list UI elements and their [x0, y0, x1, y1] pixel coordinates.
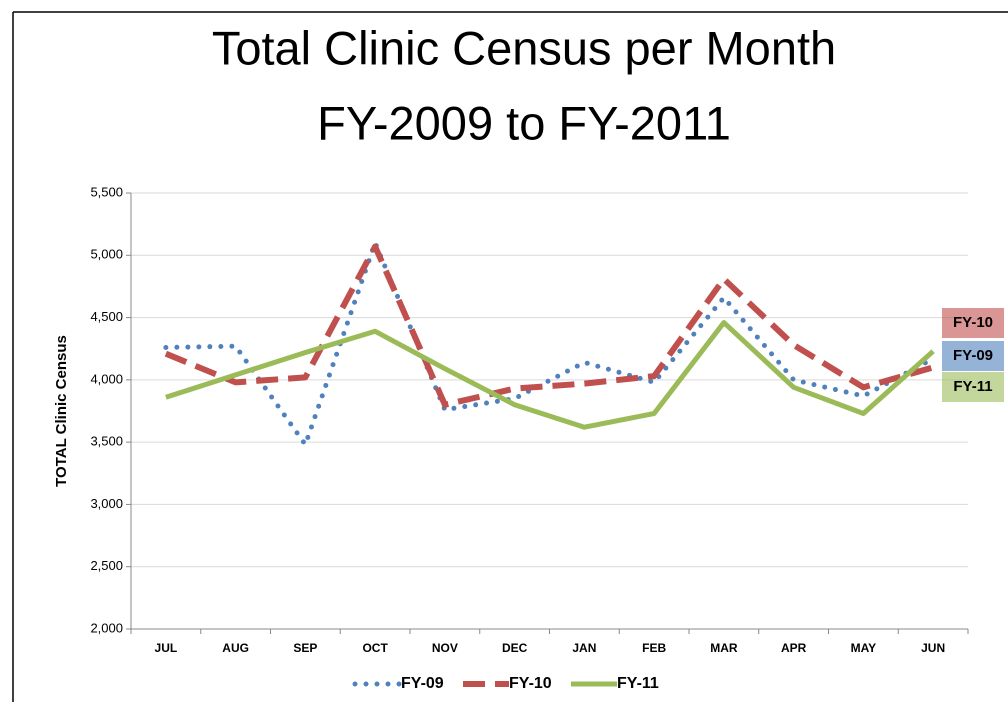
legend-label: FY-11 — [617, 675, 659, 692]
series-end-label: FY-10 — [942, 308, 1004, 338]
y-tick-label: 5,000 — [90, 247, 123, 262]
x-tick-label: SEP — [293, 641, 317, 655]
x-tick-label: FEB — [642, 641, 666, 655]
label-box — [942, 372, 1004, 402]
x-tick-label: OCT — [362, 641, 388, 655]
y-tick-label: 4,000 — [90, 371, 123, 386]
x-tick-label: JAN — [572, 641, 596, 655]
label-text: FY-10 — [953, 314, 993, 331]
legend-item: FY-10 — [463, 675, 552, 692]
x-tick-label: AUG — [222, 641, 249, 655]
y-tick-label: 3,500 — [90, 434, 123, 449]
x-tick-label: MAR — [710, 641, 738, 655]
chart-title: Total Clinic Census per Month — [212, 21, 836, 74]
label-box — [942, 308, 1004, 338]
legend-label: FY-09 — [401, 675, 444, 692]
y-tick-label: 3,000 — [90, 496, 123, 511]
x-tick-label: NOV — [432, 641, 458, 655]
series-line — [165, 320, 935, 430]
legend-item: FY-09 — [352, 675, 444, 692]
x-tick-label: DEC — [502, 641, 528, 655]
label-box — [942, 341, 1004, 371]
series-end-label: FY-11 — [942, 372, 1004, 402]
x-tick-label: JUN — [921, 641, 945, 655]
x-tick-label: APR — [781, 641, 807, 655]
label-text: FY-11 — [953, 378, 992, 395]
label-text: FY-09 — [953, 347, 993, 364]
series-line — [164, 243, 934, 408]
y-tick-label: 2,000 — [90, 620, 123, 635]
legend-label: FY-10 — [509, 675, 552, 692]
y-tick-label: 4,500 — [90, 309, 123, 324]
y-axis-label: TOTAL Clinic Census — [53, 335, 70, 487]
x-tick-label: JUL — [155, 641, 178, 655]
series-end-label: FY-09 — [942, 341, 1004, 371]
legend-item: FY-11 — [571, 675, 659, 692]
x-tick-label: MAY — [851, 641, 877, 655]
y-tick-label: 5,500 — [90, 184, 123, 199]
y-tick-label: 2,500 — [90, 558, 123, 573]
series-line — [163, 240, 936, 448]
chart-title: FY-2009 to FY-2011 — [317, 96, 731, 149]
